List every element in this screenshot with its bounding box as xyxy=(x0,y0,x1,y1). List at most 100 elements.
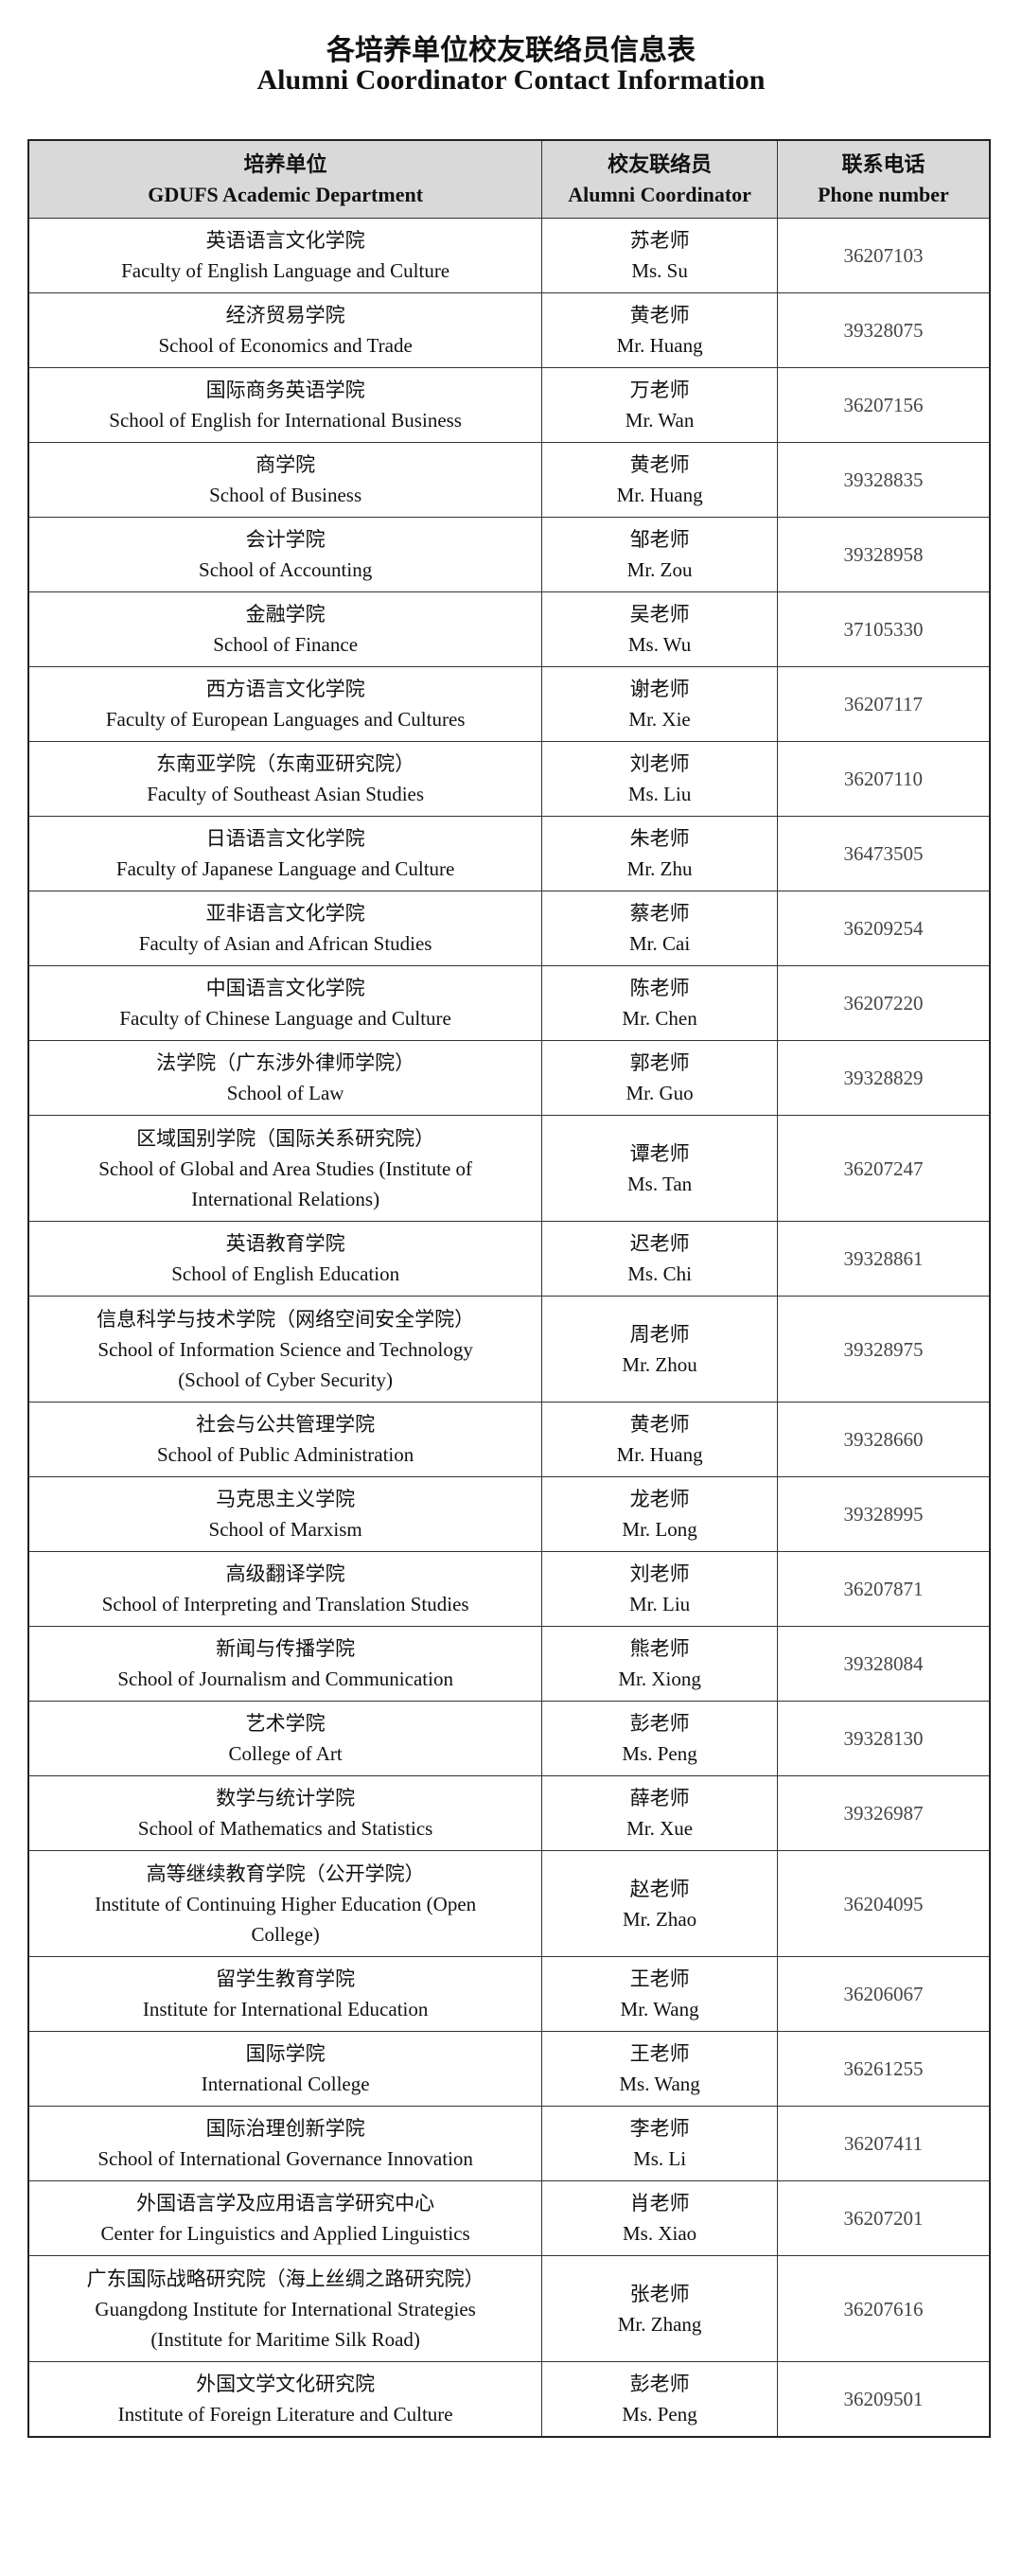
department-cell: 社会与公共管理学院 School of Public Administration xyxy=(27,1402,543,1477)
table-row: 中国语言文化学院 Faculty of Chinese Language and … xyxy=(27,965,991,1041)
coordinator-cell: 刘老师 Ms. Liu xyxy=(541,741,778,817)
department-cn: 社会与公共管理学院 xyxy=(196,1413,376,1436)
coordinator-cn: 彭老师 xyxy=(629,2373,690,2395)
department-en: School of Accounting xyxy=(199,558,373,581)
coordinator-cell: 周老师 Mr. Zhou xyxy=(541,1296,778,1403)
coordinator-en: Mr. Xie xyxy=(628,708,691,731)
department-cell: 亚非语言文化学院 Faculty of Asian and African Stu… xyxy=(27,891,543,966)
table-row: 广东国际战略研究院（海上丝绸之路研究院） Guangdong Institute … xyxy=(27,2255,991,2362)
department-cell: 外国文学文化研究院 Institute of Foreign Literature… xyxy=(27,2361,543,2438)
department-en: Faculty of Chinese Language and Culture xyxy=(119,1007,451,1030)
coordinator-en: Mr. Cai xyxy=(628,932,691,955)
coordinator-en: Mr. Wan xyxy=(625,409,695,432)
department-en: Faculty of European Languages and Cultur… xyxy=(105,708,466,731)
coordinator-cn: 肖老师 xyxy=(629,2192,690,2214)
department-cn: 金融学院 xyxy=(245,603,326,626)
coordinator-cell: 彭老师 Ms. Peng xyxy=(541,1701,778,1776)
department-cn: 中国语言文化学院 xyxy=(205,977,365,999)
department-cell: 会计学院 School of Accounting xyxy=(27,517,543,592)
coordinator-cn: 黄老师 xyxy=(629,453,690,476)
department-cn: 商学院 xyxy=(256,453,316,476)
department-en: School of English Education xyxy=(171,1262,400,1285)
department-cell: 英语教育学院 School of English Education xyxy=(27,1221,543,1297)
table-row: 马克思主义学院 School of Marxism 龙老师 Mr. Long 393… xyxy=(27,1476,991,1552)
header-en: Phone number xyxy=(818,182,949,206)
department-en: Faculty of Japanese Language and Culture xyxy=(115,857,455,880)
coordinator-cell: 邹老师 Mr. Zou xyxy=(541,517,778,592)
coordinator-en: Ms. Wu xyxy=(627,633,692,656)
department-en: Faculty of Southeast Asian Studies xyxy=(147,783,425,805)
department-cell: 国际治理创新学院 School of International Governan… xyxy=(27,2106,543,2181)
phone-cell: 39328130 xyxy=(776,1701,991,1776)
department-en: Institute of Foreign Literature and Cult… xyxy=(117,2403,453,2426)
coordinator-cn: 刘老师 xyxy=(629,752,690,775)
coordinator-en: Mr. Zhu xyxy=(626,857,693,880)
department-cn: 会计学院 xyxy=(245,528,326,551)
coordinator-cn: 龙老师 xyxy=(629,1488,690,1510)
phone-cell: 36209501 xyxy=(776,2361,991,2438)
department-cn: 外国语言学及应用语言学研究中心 xyxy=(136,2192,435,2214)
department-cell: 数学与统计学院 School of Mathematics and Statist… xyxy=(27,1775,543,1851)
coordinator-cell: 黄老师 Mr. Huang xyxy=(541,292,778,368)
department-cn: 新闻与传播学院 xyxy=(216,1637,356,1660)
department-en: Center for Linguistics and Applied Lingu… xyxy=(100,2222,470,2245)
coordinator-en: Ms. Peng xyxy=(622,2403,697,2426)
coordinator-cell: 迟老师 Ms. Chi xyxy=(541,1221,778,1297)
phone-cell: 36209254 xyxy=(776,891,991,966)
coordinator-cell: 李老师 Ms. Li xyxy=(541,2106,778,2181)
department-en: School of Information Science and Techno… xyxy=(97,1337,473,1361)
coordinator-cell: 蔡老师 Mr. Cai xyxy=(541,891,778,966)
department-en: School of English for International Busi… xyxy=(109,409,462,432)
department-en: School of Interpreting and Translation S… xyxy=(101,1593,469,1615)
department-cn: 数学与统计学院 xyxy=(216,1787,356,1809)
phone-cell: 36207616 xyxy=(776,2255,991,2362)
department-en: Institute for International Education xyxy=(142,1998,429,2020)
coordinator-en: Mr. Xue xyxy=(626,1817,694,1840)
coordinator-cn: 谭老师 xyxy=(629,1141,690,1165)
department-cell: 高等继续教育学院（公开学院） Institute of Continuing Hi… xyxy=(27,1850,543,1957)
coordinator-cn: 苏老师 xyxy=(629,229,690,252)
table-row: 商学院 School of Business 黄老师 Mr. Huang 39328… xyxy=(27,442,991,518)
department-cell: 信息科学与技术学院（网络空间安全学院） School of Information… xyxy=(27,1296,543,1403)
table-header-row: 培养单位 GDUFS Academic Department 校友联络员 Alumn… xyxy=(27,139,991,219)
table-row: 国际学院 International College 王老师 Ms. Wang 36… xyxy=(27,2031,991,2107)
phone-cell: 39328975 xyxy=(776,1296,991,1403)
department-cn: 高级翻译学院 xyxy=(225,1562,345,1585)
phone-cell: 36207201 xyxy=(776,2180,991,2256)
header-phone: 联系电话 Phone number xyxy=(776,139,991,219)
department-cell: 西方语言文化学院 Faculty of European Languages an… xyxy=(27,666,543,742)
department-cell: 中国语言文化学院 Faculty of Chinese Language and … xyxy=(27,965,543,1041)
coordinator-cn: 周老师 xyxy=(629,1322,690,1346)
coordinator-cn: 黄老师 xyxy=(629,304,690,326)
coordinator-cell: 彭老师 Ms. Peng xyxy=(541,2361,778,2438)
coordinator-en: Mr. Huang xyxy=(616,484,703,506)
table-row: 亚非语言文化学院 Faculty of Asian and African Stu… xyxy=(27,891,991,966)
table-row: 金融学院 School of Finance 吴老师 Ms. Wu 37105330 xyxy=(27,591,991,667)
department-en: School of Global and Area Studies (Insti… xyxy=(98,1156,473,1180)
phone-cell: 39328861 xyxy=(776,1221,991,1297)
department-en-cont: (Institute for Maritime Silk Road) xyxy=(150,2327,420,2351)
table-row: 社会与公共管理学院 School of Public Administration… xyxy=(27,1402,991,1477)
coordinator-en: Mr. Zou xyxy=(626,558,693,581)
table-row: 外国语言学及应用语言学研究中心 Center for Linguistics an… xyxy=(27,2180,991,2256)
coordinator-en: Ms. Chi xyxy=(627,1262,692,1285)
coordinator-cell: 谢老师 Mr. Xie xyxy=(541,666,778,742)
coordinator-cell: 陈老师 Mr. Chen xyxy=(541,965,778,1041)
phone-cell: 36207156 xyxy=(776,367,991,443)
phone-cell: 36207411 xyxy=(776,2106,991,2181)
coordinator-en: Ms. Peng xyxy=(622,1742,697,1765)
table-row: 外国文学文化研究院 Institute of Foreign Literature… xyxy=(27,2361,991,2438)
phone-cell: 39328835 xyxy=(776,442,991,518)
phone-cell: 39328958 xyxy=(776,517,991,592)
department-cn: 东南亚学院（东南亚研究院） xyxy=(156,752,415,775)
department-en: Guangdong Institute for International St… xyxy=(95,2297,476,2320)
department-cn: 国际商务英语学院 xyxy=(205,379,365,401)
department-en-cont: College) xyxy=(251,1922,320,1946)
coordinator-en: Mr. Zhang xyxy=(617,2312,702,2336)
coordinator-cn: 迟老师 xyxy=(629,1232,690,1255)
page-title-chinese: 各培养单位校友联络员信息表 xyxy=(326,35,696,66)
header-en: GDUFS Academic Department xyxy=(148,182,424,206)
coordinator-cell: 谭老师 Ms. Tan xyxy=(541,1115,778,1222)
phone-cell: 39328660 xyxy=(776,1402,991,1477)
phone-cell: 39328995 xyxy=(776,1476,991,1552)
